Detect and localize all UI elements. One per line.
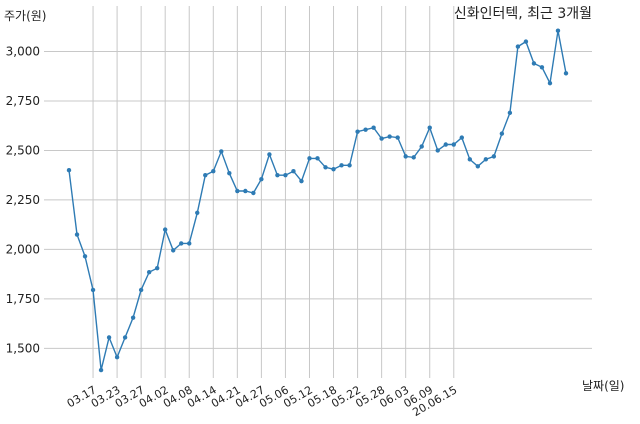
price-point [227,171,232,176]
x-axis-ticks: 03.1703.2303.2704.0204.0804.1404.2104.27… [65,383,460,419]
price-point [162,227,168,232]
y-tick-label: 3,000 [6,45,40,59]
price-point [138,287,144,293]
y-tick-label: 2,000 [6,242,40,256]
price-point [435,148,440,153]
price-point [219,149,224,154]
price-point [66,168,72,173]
grid-lines [44,6,592,378]
y-tick-label: 2,250 [6,193,40,207]
price-point [82,254,88,259]
price-point [315,156,320,161]
price-point [459,135,464,140]
price-point [499,131,505,136]
price-point [154,265,160,271]
y-axis-ticks: 1,500 1,750 2,000 2,250 2,500 2,750 3,000 [6,45,40,356]
price-point [347,163,352,168]
price-point [339,163,344,168]
price-point [467,157,473,162]
price-point [451,142,456,147]
price-point [179,241,184,246]
x-axis-label: 날짜(일) [582,379,624,393]
y-tick-label: 1,750 [6,292,40,306]
price-point [259,176,264,182]
price-point [171,248,176,253]
price-point [114,355,120,360]
y-tick-label: 2,500 [6,143,40,157]
price-point [387,134,392,139]
price-point [539,65,545,70]
price-point [74,232,80,237]
price-point [507,110,513,116]
price-point [195,210,200,215]
price-point [515,44,521,49]
price-point [427,125,432,130]
price-point [275,172,280,178]
price-point [122,335,128,340]
y-tick-label: 1,500 [6,341,40,355]
price-point [395,135,400,140]
price-point [98,367,104,373]
y-axis-label: 주가(원) [4,9,46,23]
chart-title: 신화인터텍, 최근 3개월 [454,6,592,22]
price-point [475,164,481,169]
price-point [267,152,272,157]
price-point [203,172,208,178]
y-tick-label: 2,750 [6,94,40,108]
price-point [243,188,248,194]
price-point [419,144,424,149]
price-point [483,157,489,162]
price-point [491,154,497,159]
price-point [283,172,288,178]
price-point [403,154,408,159]
price-point [531,61,537,66]
price-point [555,28,561,33]
price-points [66,28,569,373]
price-point [106,335,112,340]
price-point [235,188,240,194]
price-point [443,142,448,147]
price-point [251,190,256,196]
price-point [331,167,336,172]
price-point [323,165,328,170]
price-point [563,71,569,76]
price-point [291,169,296,174]
price-point [146,269,152,275]
price-point [307,156,312,161]
price-point [211,169,216,174]
price-point [90,287,96,293]
price-point [411,155,416,160]
price-point [371,125,376,130]
price-point [363,127,368,132]
price-point [299,178,304,184]
price-point [355,129,360,134]
price-point [547,80,553,86]
price-point [187,241,192,246]
price-point [523,39,529,44]
price-point [379,136,384,141]
price-point [130,315,136,320]
